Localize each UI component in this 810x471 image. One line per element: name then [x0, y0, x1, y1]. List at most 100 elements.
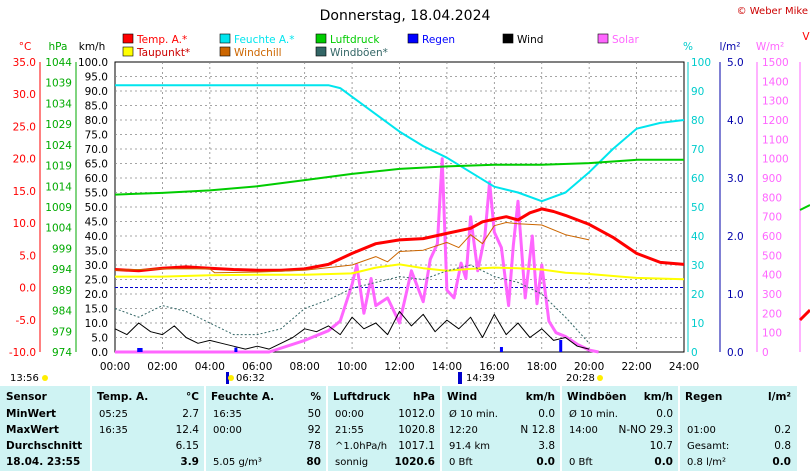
wind-tick-label: 100.0: [78, 57, 108, 69]
x-tick-label: 22:00: [621, 361, 651, 373]
legend-label: Wind: [517, 34, 543, 46]
chart-title: Donnerstag, 18.04.2024: [320, 8, 491, 24]
stats-cell-value: 3.9: [180, 456, 199, 468]
legend-label: Taupunkt*: [136, 47, 190, 59]
stats-cell-sub: 0 Bft: [449, 457, 473, 468]
wind-tick-label: 25.0: [85, 275, 108, 287]
legend-swatch: [502, 33, 514, 44]
legend-swatch: [219, 46, 231, 57]
rain-tick-label: 3.0: [727, 173, 744, 185]
series-line-windb-en-: [114, 264, 590, 344]
humidity-tick-label: 30: [691, 260, 704, 272]
x-tick-label: 18:00: [527, 361, 557, 373]
legend-label: Windchill: [234, 47, 282, 59]
wind-tick-label: 20.0: [85, 289, 108, 301]
wind-tick-label: 65.0: [85, 159, 108, 171]
stats-cell-sub: sonnig: [335, 457, 368, 468]
temp-tick-label: 15.0: [13, 186, 36, 198]
stats-cell-value: 0.0: [656, 408, 673, 420]
pressure-tick-label: 1034: [45, 98, 72, 110]
stats-cell-sub: 5.05 g/m³: [213, 457, 262, 468]
sun-marker-left: 13:56: [10, 373, 39, 384]
series-line-wind: [114, 310, 590, 350]
rain-tick-label: 4.0: [727, 115, 744, 127]
solar-tick-label: 1100: [762, 134, 789, 146]
humidity-tick-label: 0: [691, 347, 698, 359]
humidity-tick-label: 90: [691, 86, 704, 98]
x-tick-label: 02:00: [147, 361, 177, 373]
legend-swatch: [315, 46, 327, 57]
temp-tick-label: -5.0: [16, 315, 37, 327]
series-line-temp-a-: [114, 207, 685, 273]
series-line-solar: [115, 157, 599, 354]
temp-tick-label: 10.0: [13, 218, 36, 230]
stats-cell-value: 80: [306, 456, 321, 468]
stats-cell-sub: 91.4 km: [449, 441, 490, 452]
stats-col-unit: %: [310, 391, 321, 403]
pressure-tick-label: 1039: [45, 78, 72, 90]
stats-cell-sub: 0 Bft: [569, 457, 593, 468]
pressure-tick-label: 1024: [45, 140, 72, 152]
wind-tick-label: 80.0: [85, 115, 108, 127]
legend-label: Regen: [422, 34, 455, 46]
x-tick-label: 24:00: [669, 361, 699, 373]
stats-col-unit: l/m²: [768, 391, 791, 403]
rain-bar: [139, 348, 143, 352]
noon-marker: [458, 372, 462, 384]
cut-unit-label: V: [802, 31, 810, 43]
stats-col-title: Temp. A.: [97, 391, 148, 403]
sunset-time-label: 20:28: [566, 373, 595, 384]
series-line-taupunkt-: [115, 263, 685, 281]
temp-tick-label: 0.0: [19, 283, 36, 295]
pressure-tick-label: 974: [52, 347, 72, 359]
humidity-tick-label: 60: [691, 173, 704, 185]
sunrise-dot: [228, 375, 234, 381]
stats-cell-sub: 14:00: [569, 425, 598, 436]
stats-cell-sub: 12:20: [449, 425, 478, 436]
pressure-tick-label: 989: [52, 285, 72, 297]
temp-tick-label: 30.0: [13, 89, 36, 101]
sunrise-time-label: 06:32: [236, 373, 265, 384]
stats-cell-value: N 12.8: [520, 424, 555, 436]
legend-label: Luftdruck: [330, 34, 380, 46]
wind-tick-label: 95.0: [85, 72, 108, 84]
rain-tick-label: 0.0: [727, 347, 744, 359]
legend-swatch: [315, 33, 327, 44]
temp-tick-label: -10.0: [9, 347, 36, 359]
stats-cell-sub: 21:55: [335, 425, 364, 436]
pressure-tick-label: 1044: [45, 57, 72, 69]
stats-cell-value: 78: [308, 440, 321, 452]
pressure-tick-label: 1029: [45, 119, 72, 131]
stats-col-unit: km/h: [526, 391, 555, 403]
noon-time-label: 14:39: [466, 373, 495, 384]
wind-tick-label: 15.0: [85, 304, 108, 316]
solar-tick-label: 500: [762, 250, 782, 262]
temp-tick-label: 35.0: [13, 57, 36, 69]
stats-cell-value: 1020.6: [394, 456, 435, 468]
rain-unit-label: l/m²: [720, 41, 741, 53]
legend-swatch: [122, 46, 134, 57]
wind-tick-label: 30.0: [85, 260, 108, 272]
solar-tick-label: 1300: [762, 96, 789, 108]
stats-row-label: MinWert: [6, 408, 56, 420]
stats-cell-value: 1012.0: [398, 408, 435, 420]
rain-tick-label: 5.0: [727, 57, 744, 69]
stats-cell-sub: 01:00: [687, 425, 716, 436]
stats-cell-sub: Gesamt:: [687, 441, 729, 452]
x-tick-label: 08:00: [290, 361, 320, 373]
legend-label: Temp. A.*: [136, 34, 187, 46]
sunrise-marker: [226, 372, 229, 384]
wind-tick-label: 50.0: [85, 202, 108, 214]
stats-cell-value: 50: [308, 408, 321, 420]
legend-label: Solar: [612, 34, 639, 46]
pressure-tick-label: 1014: [45, 181, 72, 193]
pressure-tick-label: 994: [52, 264, 72, 276]
stats-cell-sub: 00:00: [335, 409, 364, 420]
pressure-unit-label: hPa: [49, 41, 68, 53]
copyright-label: © Weber Mike: [737, 6, 808, 17]
stats-col-title: Luftdruck: [333, 391, 391, 403]
stats-col-unit: hPa: [413, 391, 435, 403]
rain-bar: [499, 347, 503, 352]
wind-tick-label: 10.0: [85, 318, 108, 330]
legend-swatch: [597, 33, 609, 44]
